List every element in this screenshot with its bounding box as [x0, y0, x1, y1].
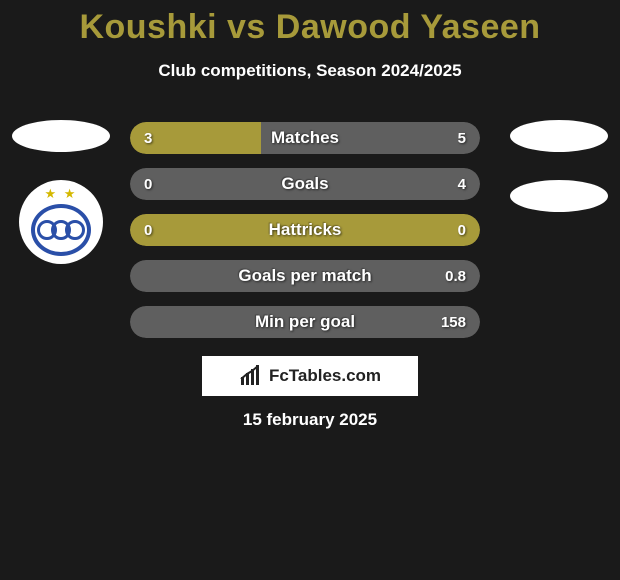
bar-fill-right: [130, 306, 480, 338]
watermark-text: FcTables.com: [269, 366, 381, 386]
page-subtitle: Club competitions, Season 2024/2025: [0, 61, 620, 81]
date-text: 15 february 2025: [0, 410, 620, 430]
bar-fill-right: [130, 168, 480, 200]
bar-row: 35Matches: [130, 122, 480, 154]
bar-row: 158Min per goal: [130, 306, 480, 338]
player-left-placeholder-icon: [12, 120, 110, 152]
bar-row: 0.8Goals per match: [130, 260, 480, 292]
bar-row: 00Hattricks: [130, 214, 480, 246]
bar-fill-right: [130, 260, 480, 292]
logos-left-column: ★ ★: [12, 120, 110, 264]
chart-icon: [239, 365, 263, 387]
bar-fill-left: [130, 214, 480, 246]
club-right-placeholder-icon: [510, 180, 608, 212]
logos-right-column: [510, 120, 608, 212]
player-right-placeholder-icon: [510, 120, 608, 152]
comparison-infographic: Koushki vs Dawood Yaseen Club competitio…: [0, 0, 620, 580]
bar-fill-left: [130, 122, 261, 154]
watermark: FcTables.com: [202, 356, 418, 396]
bar-fill-right: [261, 122, 480, 154]
page-title: Koushki vs Dawood Yaseen: [0, 0, 620, 47]
club-left-logo-icon: ★ ★: [19, 180, 103, 264]
comparison-bars: 35Matches 04Goals 00Hattricks 0.8Goals per …: [130, 122, 480, 338]
bar-row: 04Goals: [130, 168, 480, 200]
